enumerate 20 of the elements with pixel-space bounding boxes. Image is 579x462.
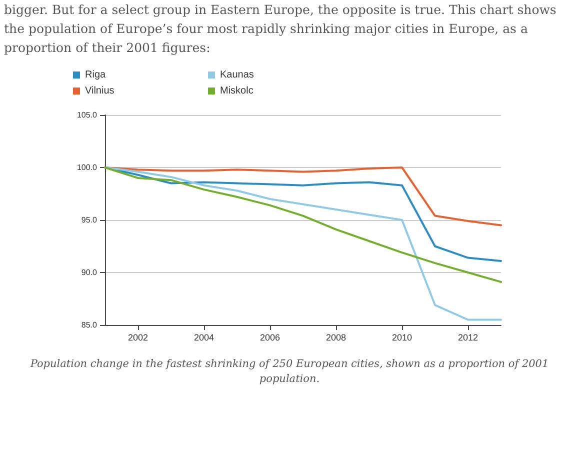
text: Population change in the fastest shrinking of 250 European cities, shown as a proportion of 2001 population.	[29, 357, 550, 387]
legend-label: Kaunas	[220, 70, 254, 80]
x-tick-label: 2006	[260, 332, 280, 342]
y-tick-label: 95.0	[81, 216, 98, 224]
x-tick-label: 2012	[458, 332, 478, 342]
x-tick-label: 2008	[326, 332, 346, 342]
line-series	[104, 166, 502, 226]
line-series	[104, 166, 502, 321]
x-tick-label: 2010	[392, 332, 412, 342]
y-tick-label: 100.0	[76, 163, 98, 172]
legend-label: Miskolc	[220, 86, 254, 96]
chart-subtitle: bigger. But for a select group in Eastern Europe, the opposite is true. This chart shows the population of Europe’s four most rapidly shrinking major cities in Europe, as a proportion of their 2001 figures:	[3, 1, 558, 57]
x-tick-label: 2004	[194, 332, 214, 342]
legend-label: Vilnius	[85, 86, 114, 96]
y-tick-label: 90.0	[81, 268, 98, 277]
line-series	[104, 166, 502, 283]
y-tick-label: 105.0	[76, 110, 98, 120]
y-tick-label: 85.0	[81, 320, 98, 330]
x-tick-label: 2002	[128, 332, 148, 342]
legend-label: Riga	[85, 70, 106, 80]
